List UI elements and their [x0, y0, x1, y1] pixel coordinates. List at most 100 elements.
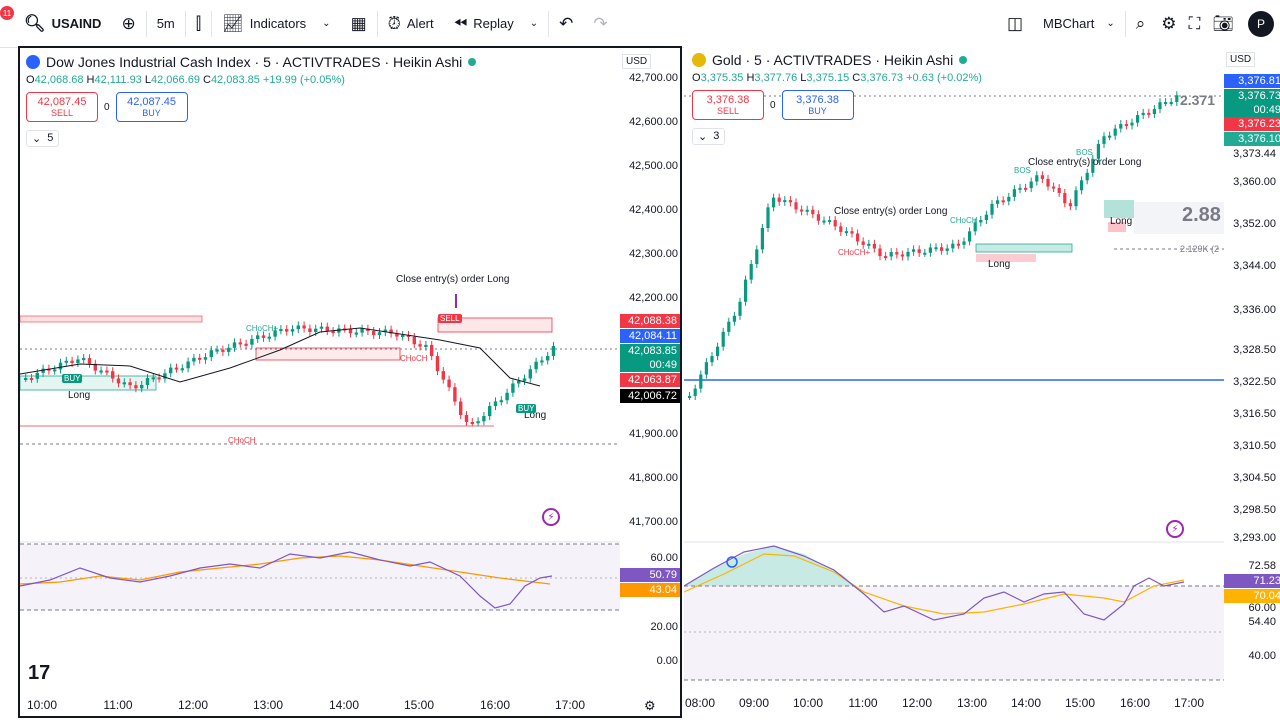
candle [1068, 203, 1072, 207]
currency-label[interactable]: USD [1226, 52, 1256, 67]
divider [184, 10, 186, 37]
candle [366, 328, 370, 332]
chart-pane-gold[interactable]: Gold · 5 · ACTIVTRADES · Heikin Ashi O3,… [684, 46, 1280, 720]
candle [493, 401, 498, 407]
price-tick-label: 42,300.00 [629, 248, 678, 260]
gold-chart-canvas[interactable] [684, 46, 1280, 720]
bos-label: BOS [1014, 166, 1031, 175]
chevron-down-icon[interactable]: ⌄ [322, 18, 331, 29]
price-tick-label: 42,600.00 [629, 116, 678, 128]
candle [1136, 115, 1140, 123]
candle [934, 247, 938, 250]
candle [732, 315, 736, 322]
interval-button[interactable]: 5m [156, 16, 175, 31]
lightning-icon[interactable]: ⚡︎ [542, 508, 560, 526]
quick-search-button[interactable]: ⌕ [1126, 0, 1156, 48]
bar-style-button[interactable]: ⫿ [186, 0, 211, 48]
candle [261, 335, 266, 338]
redo-button[interactable]: ↷ [583, 0, 617, 48]
search-icon: ⌕ [1135, 13, 1146, 33]
chart-legend: Gold · 5 · ACTIVTRADES · Heikin Ashi [692, 52, 968, 68]
bos-label: BOS [1076, 148, 1093, 157]
redo-icon: ↷ [593, 13, 608, 33]
close-entry-annotation: Close entry(s) order Long [1028, 157, 1142, 168]
time-tick-label: 14:00 [328, 698, 360, 712]
layout-templates-button[interactable]: ▦ [341, 0, 377, 48]
price-axis[interactable]: USD 42,700.00 42,600.00 42,500.00 42,400.00… [620, 48, 680, 716]
candle [430, 344, 434, 357]
time-axis[interactable]: 10:00 11:00 12:00 13:00 14:00 15:00 16:00 17:00 [20, 698, 680, 716]
buy-button[interactable]: 3,376.38 BUY [781, 90, 854, 120]
refresh-icon [726, 556, 738, 568]
candle [912, 249, 916, 252]
layout-name-label: MBChart [1043, 16, 1095, 31]
candle [1046, 178, 1050, 187]
undo-button[interactable]: ↶ [549, 0, 583, 48]
candle [273, 330, 277, 337]
divider [548, 10, 550, 37]
position-zone [1134, 202, 1224, 234]
sell-button[interactable]: 3,376.38 SELL [692, 90, 764, 120]
long-annotation: Long [68, 390, 91, 401]
candle [163, 373, 167, 379]
candle [186, 361, 190, 369]
chart-title[interactable]: Dow Jones Industrial Cash Index · 5 · AC… [46, 54, 463, 70]
candle [794, 202, 798, 210]
candle [499, 400, 503, 403]
candle [464, 415, 469, 423]
candle [209, 350, 213, 358]
candle [314, 328, 318, 332]
candle [511, 383, 515, 393]
chevron-down-icon: ⌄ [698, 131, 708, 143]
candle [811, 209, 815, 215]
settings-button[interactable]: ⚙ [1155, 0, 1182, 48]
fullscreen-button[interactable]: ⛶ [1183, 0, 1207, 48]
candle [1063, 192, 1067, 204]
lightning-icon[interactable]: ⚡︎ [1166, 520, 1184, 538]
time-axis[interactable]: 08:00 09:00 10:00 11:00 12:00 13:00 14:00 15:00… [684, 696, 1280, 714]
candle [53, 369, 57, 372]
symbol-search-button[interactable]: 🔍︎ USAIND [0, 0, 111, 48]
buy-button[interactable]: 42,087.45 BUY [115, 92, 188, 122]
screenshot-button[interactable]: 📷︎ [1206, 0, 1240, 48]
layout-panels-button[interactable]: ◫ [997, 0, 1033, 48]
candle [721, 331, 725, 347]
alert-icon: ⏰︎ [387, 13, 401, 33]
indicators-button[interactable]: 📈︎ Indicators ⌄ [212, 0, 340, 48]
trade-panel: 42,087.45 SELL 0 42,087.45 BUY [26, 92, 188, 122]
price-axis[interactable]: USD 3,373.44 3,360.00 3,352.00 3,344.00 3,33… [1224, 46, 1280, 720]
indicators-toggle[interactable]: ⌄ 5 [26, 130, 60, 147]
replay-button[interactable]: ⏪︎ Replay ⌄ [444, 0, 548, 48]
chart-title[interactable]: Gold · 5 · ACTIVTRADES · Heikin Ashi [712, 52, 954, 68]
time-tick-label: 16:00 [479, 698, 511, 712]
dow-chart-canvas[interactable] [20, 48, 680, 716]
long-annotation: Long [1110, 216, 1133, 227]
price-tag: 3,376.10 [1224, 132, 1280, 146]
choch-label: CHoCH+ [838, 248, 871, 257]
candle [766, 207, 770, 229]
candle [505, 392, 509, 401]
divider [211, 10, 213, 37]
tradingview-logo-icon[interactable]: 17 [28, 662, 51, 684]
currency-label[interactable]: USD [622, 54, 652, 69]
indicators-toggle[interactable]: ⌄ 3 [692, 128, 726, 145]
alert-button[interactable]: ⏰︎ Alert [378, 0, 444, 48]
price-tick-label: 3,293.00 [1233, 532, 1276, 544]
compare-button[interactable]: ⊕ [111, 0, 145, 48]
time-tick-label: 11:00 [848, 696, 878, 710]
replay-icon: ⏪︎ [453, 13, 468, 33]
candle [296, 325, 300, 330]
chevron-down-icon[interactable]: ⌄ [529, 18, 539, 29]
indicators-label: Indicators [249, 16, 307, 31]
chart-pane-dow[interactable]: Dow Jones Industrial Cash Index · 5 · AC… [18, 46, 682, 718]
notification-badge[interactable]: 11 [0, 6, 14, 20]
candle [418, 344, 422, 347]
sell-button[interactable]: 42,087.45 SELL [26, 92, 98, 122]
settings-icon[interactable]: ⚙ [644, 698, 656, 713]
candle [1130, 122, 1134, 126]
price-tick-label: 3,373.44 [1233, 148, 1276, 160]
layout-name-button[interactable]: MBChart ⌄ [1033, 0, 1125, 48]
avatar[interactable]: P [1248, 11, 1274, 37]
candle [476, 421, 480, 424]
choch-label: CHoCH [950, 216, 978, 225]
